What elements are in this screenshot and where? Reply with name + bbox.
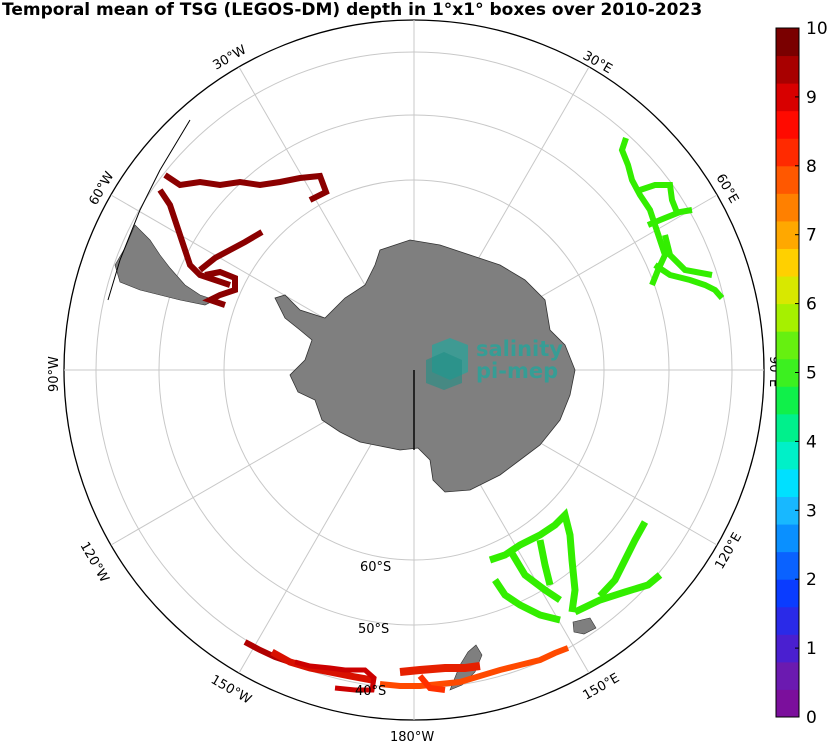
colorbar-swatch	[776, 110, 799, 139]
lon-label-180w: 180°W	[390, 730, 434, 743]
tasmania	[572, 617, 597, 635]
colorbar-swatch	[776, 165, 799, 194]
watermark-salinity: salinity	[476, 337, 563, 361]
colorbar-swatch	[776, 276, 799, 305]
lat-label-60s: 60°S	[360, 560, 391, 575]
colorbar-swatch	[776, 331, 799, 360]
colorbar-swatch	[776, 496, 799, 525]
tsg-tracks-indian	[618, 137, 725, 300]
colorbar-swatches	[776, 28, 799, 718]
colorbar-swatch	[776, 606, 799, 635]
colorbar-tick-label: 8	[806, 157, 817, 177]
colorbar-tick-label: 0	[806, 708, 817, 728]
colorbar-tick-label: 7	[806, 226, 817, 246]
lon-label-120w: 120°W	[77, 540, 112, 586]
lat-label-50s: 50°S	[358, 622, 389, 637]
colorbar-ticks: 0 1 2 3 4 5 6 7 8 9 10	[795, 19, 828, 728]
colorbar-swatch	[776, 55, 799, 84]
colorbar-swatch	[776, 193, 799, 222]
colorbar-swatch	[776, 303, 799, 332]
colorbar-swatch	[776, 551, 799, 580]
latitude-labels: 60°S 50°S 40°S	[355, 560, 391, 699]
colorbar-swatch	[776, 386, 799, 415]
chart-title: Temporal mean of TSG (LEGOS-DM) depth in…	[2, 0, 703, 20]
lon-label-90w: 90°W	[47, 356, 62, 392]
colorbar-tick-label: 3	[806, 501, 817, 521]
colorbar-tick-label: 4	[806, 432, 817, 452]
colorbar-swatch	[776, 220, 799, 249]
tsg-tracks-south-pacific	[243, 639, 570, 693]
colorbar-tick-label: 5	[806, 364, 817, 384]
tsg-tracks-australia	[488, 508, 663, 624]
colorbar: 0 1 2 3 4 5 6 7 8 9 10	[775, 19, 828, 728]
lat-label-40s: 40°S	[355, 684, 386, 699]
colorbar-tick-label: 2	[806, 570, 817, 590]
coastline-west	[107, 119, 191, 301]
colorbar-swatch	[776, 634, 799, 663]
tsg-tracks-south-atlantic	[157, 172, 330, 308]
colorbar-swatch	[776, 413, 799, 442]
colorbar-swatch	[776, 138, 799, 167]
colorbar-swatch	[776, 468, 799, 498]
colorbar-swatch	[776, 83, 799, 112]
lon-label-150e: 150°E	[581, 671, 623, 704]
colorbar-swatch	[776, 579, 799, 608]
colorbar-tick-label: 6	[806, 295, 817, 315]
antarctica-landmass	[274, 239, 576, 493]
colorbar-swatch	[776, 358, 799, 387]
watermark-pi-mep: pi-mep	[476, 359, 558, 383]
colorbar-tick-label: 9	[806, 88, 817, 108]
colorbar-swatch	[776, 248, 799, 277]
colorbar-swatch	[776, 689, 799, 718]
colorbar-swatch	[776, 524, 799, 553]
salinity-pi-mep-watermark: salinity pi-mep	[426, 337, 563, 390]
colorbar-tick-label: 1	[806, 639, 817, 659]
colorbar-swatch	[776, 441, 799, 470]
colorbar-swatch	[776, 661, 799, 690]
colorbar-tick-label: 10	[806, 19, 828, 39]
colorbar-swatch	[776, 28, 799, 57]
